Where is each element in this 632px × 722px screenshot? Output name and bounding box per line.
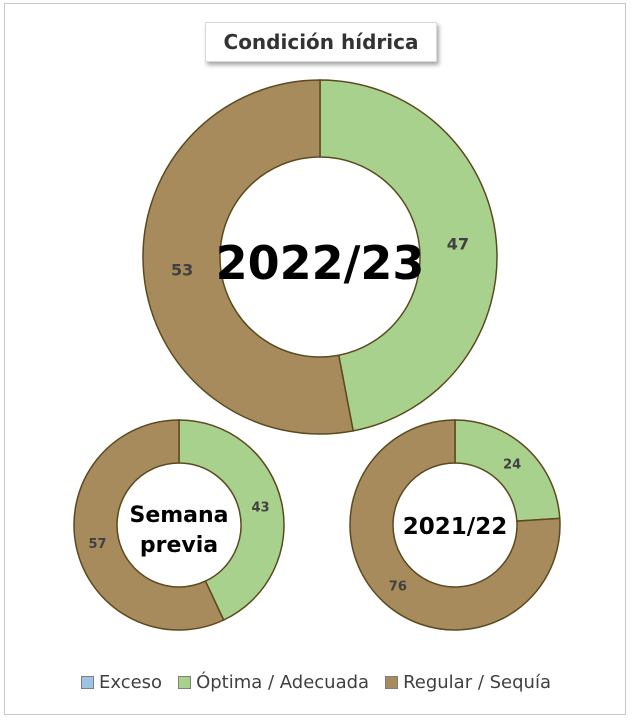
chart-title: Condición hídrica bbox=[205, 22, 437, 62]
legend-item-regular: Regular / Sequía bbox=[385, 672, 551, 693]
data-label-previous-week-optima: 43 bbox=[251, 500, 269, 515]
data-label-previous-week-regular: 57 bbox=[88, 537, 106, 552]
center-label-previous-week-line1: Semana bbox=[129, 503, 228, 528]
legend-swatch-optima bbox=[178, 676, 192, 689]
center-label-previous-week-line2: previa bbox=[140, 533, 218, 558]
slice-main-regular bbox=[142, 79, 355, 435]
slice-previous-week-optima bbox=[178, 419, 285, 622]
data-label-main-optima: 47 bbox=[447, 235, 469, 254]
data-label-main-regular: 53 bbox=[171, 261, 193, 280]
legend-swatch-exceso bbox=[80, 676, 94, 689]
legend-label-exceso: Exceso bbox=[98, 672, 163, 693]
slice-main-optima bbox=[319, 79, 498, 432]
legend-label-regular: Regular / Sequía bbox=[403, 672, 551, 693]
center-label-previous-season: 2021/22 bbox=[403, 514, 507, 540]
legend-item-optima: Óptima / Adecuada bbox=[178, 672, 369, 693]
legend-label-optima: Óptima / Adecuada bbox=[196, 672, 370, 693]
chart-legend: Exceso Óptima / Adecuada Regular / Sequí… bbox=[0, 672, 632, 693]
legend-item-exceso: Exceso bbox=[80, 672, 163, 693]
legend-swatch-regular bbox=[385, 676, 399, 689]
data-label-previous-season-optima: 24 bbox=[503, 458, 521, 473]
center-label-main: 2022/23 bbox=[216, 236, 425, 290]
donut-previous-season: 02476 bbox=[349, 419, 561, 631]
slice-previous-season-regular bbox=[349, 419, 561, 631]
chart-title-text: Condición hídrica bbox=[223, 30, 419, 54]
slice-previous-week-regular bbox=[73, 419, 225, 631]
data-label-previous-season-regular: 76 bbox=[389, 579, 407, 594]
